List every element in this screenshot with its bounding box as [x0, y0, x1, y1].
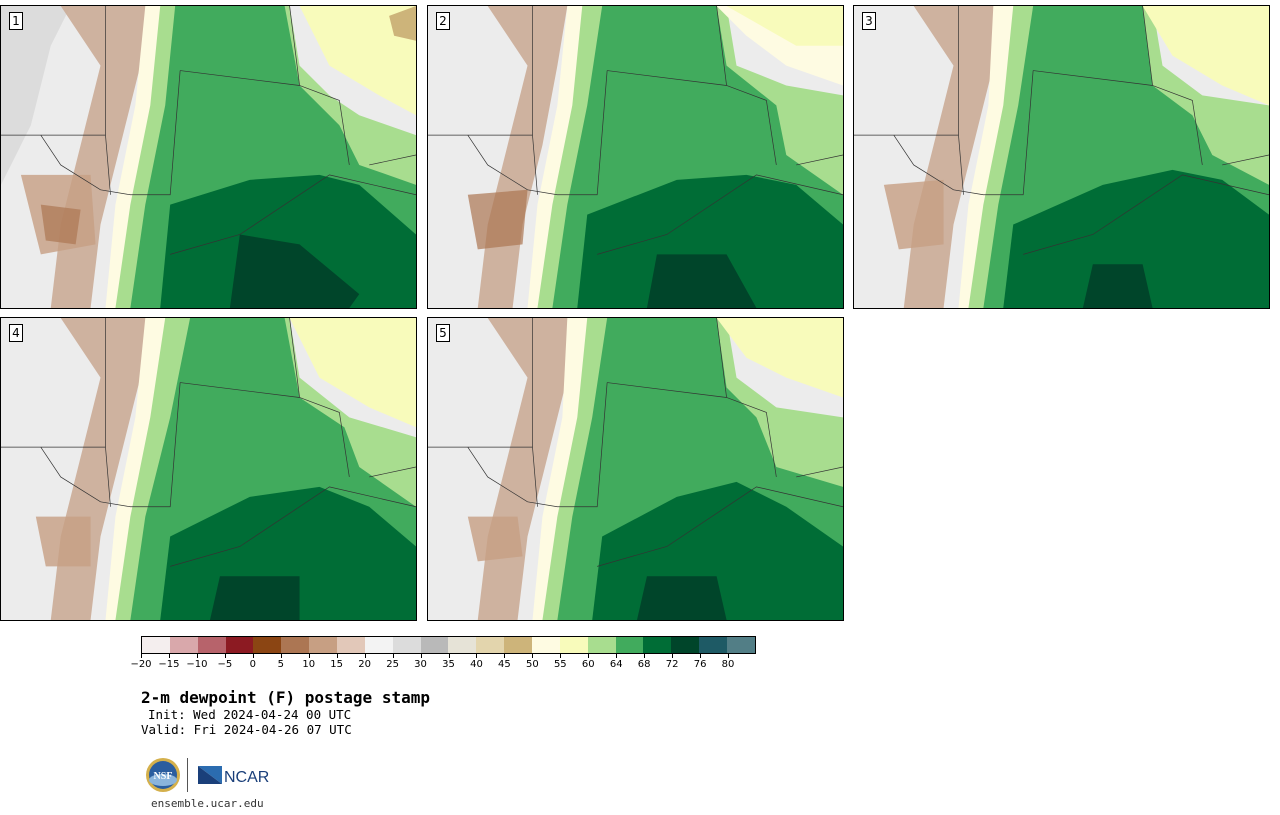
colorbar-tick-label: 0: [249, 659, 256, 670]
colorbar-tick: [168, 654, 170, 658]
colorbar: [141, 636, 756, 654]
panel-number: 1: [9, 12, 23, 30]
colorbar-segment: [476, 637, 505, 653]
colorbar-segment: [253, 637, 282, 653]
panel-number: 2: [436, 12, 450, 30]
dewpoint-map: [1, 6, 416, 308]
logo-divider: [187, 758, 188, 792]
panel-number: 5: [436, 324, 450, 342]
colorbar-tick-label: 45: [498, 659, 511, 670]
colorbar-tick: [224, 654, 226, 658]
valid-time: Valid: Fri 2024-04-26 07 UTC: [141, 722, 352, 737]
colorbar-tick: [588, 654, 590, 658]
colorbar-tick: [280, 654, 282, 658]
dewpoint-map: [428, 318, 843, 620]
map-panel: 2: [427, 5, 844, 309]
colorbar-tick-label: 25: [386, 659, 399, 670]
colorbar-tick-label: −15: [158, 659, 180, 670]
colorbar-tick: [672, 654, 674, 658]
colorbar-segment: [587, 637, 616, 653]
dewpoint-map: [1, 318, 416, 620]
colorbar-segment: [420, 637, 449, 653]
colorbar-segment: [392, 637, 421, 653]
colorbar-tick: [700, 654, 702, 658]
colorbar-segment: [504, 637, 533, 653]
colorbar-tick: [196, 654, 198, 658]
logos: NSF NCAR: [145, 757, 285, 795]
colorbar-tick: [504, 654, 506, 658]
nsf-text: NSF: [154, 771, 173, 782]
colorbar-tick-label: 68: [637, 659, 651, 670]
colorbar-tick-label: 20: [358, 659, 371, 670]
colorbar-tick-label: 15: [330, 659, 344, 670]
colorbar-tick: [616, 654, 618, 658]
ncar-logo-icon: NCAR: [198, 766, 269, 786]
dewpoint-map: [854, 6, 1269, 308]
colorbar-segment: [309, 637, 338, 653]
colorbar-segment: [225, 637, 254, 653]
colorbar-tick-label: 5: [277, 659, 284, 670]
colorbar-tick-label: −5: [217, 659, 233, 670]
colorbar-tick-label: 10: [302, 659, 316, 670]
colorbar-segment: [142, 637, 170, 653]
colorbar-segment: [364, 637, 393, 653]
colorbar-tick-label: 80: [721, 659, 735, 670]
site-url[interactable]: ensemble.ucar.edu: [151, 797, 264, 810]
map-panel: 1: [0, 5, 417, 309]
colorbar-tick: [448, 654, 450, 658]
colorbar-tick: [308, 654, 310, 658]
colorbar-tick: [392, 654, 394, 658]
colorbar-tick: [420, 654, 422, 658]
colorbar-segment: [448, 637, 477, 653]
colorbar-tick: [336, 654, 338, 658]
panel-number: 4: [9, 324, 23, 342]
colorbar-tick: [728, 654, 730, 658]
colorbar-segment: [197, 637, 226, 653]
colorbar-tick: [560, 654, 562, 658]
colorbar-segment: [337, 637, 365, 653]
map-panel: 4: [0, 317, 417, 621]
panel-number: 3: [862, 12, 876, 30]
colorbar-tick-label: 60: [581, 659, 595, 670]
colorbar-tick: [644, 654, 646, 658]
colorbar-segment: [727, 637, 755, 653]
colorbar-tick-label: 35: [442, 659, 455, 670]
colorbar-tick: [141, 654, 142, 658]
colorbar-segment: [169, 637, 198, 653]
colorbar-tick-label: 72: [665, 659, 679, 670]
colorbar-segment: [671, 637, 700, 653]
colorbar-tick: [252, 654, 254, 658]
colorbar-tick-label: 76: [693, 659, 707, 670]
colorbar-tick-label: −10: [186, 659, 208, 670]
nsf-logo-icon: NSF: [146, 758, 180, 792]
colorbar-segment: [643, 637, 672, 653]
dewpoint-map: [428, 6, 843, 308]
colorbar-ticks: −20 −15 −10 −5 0 5 10 15 20 25 30 35 40 45 50 55 60 64 68 7…: [130, 654, 756, 674]
colorbar-tick-label: 64: [609, 659, 623, 670]
colorbar-segment: [615, 637, 644, 653]
chart-title: 2-m dewpoint (F) postage stamp: [141, 688, 430, 707]
colorbar-tick-label: 50: [525, 659, 539, 670]
colorbar-segment: [532, 637, 560, 653]
map-panel: 5: [427, 317, 844, 621]
colorbar-segment: [559, 637, 588, 653]
colorbar-tick: [532, 654, 534, 658]
colorbar-tick: [364, 654, 366, 658]
colorbar-tick: [476, 654, 478, 658]
init-time: Init: Wed 2024-04-24 00 UTC: [148, 707, 352, 722]
ncar-text: NCAR: [224, 769, 269, 786]
colorbar-tick-label: 40: [470, 659, 483, 670]
colorbar-segment: [699, 637, 728, 653]
colorbar-tick-label: −20: [130, 659, 152, 670]
colorbar-tick-label: 30: [414, 659, 427, 670]
colorbar-tick-label: 55: [553, 659, 567, 670]
colorbar-segment: [281, 637, 310, 653]
map-panel: 3: [853, 5, 1270, 309]
